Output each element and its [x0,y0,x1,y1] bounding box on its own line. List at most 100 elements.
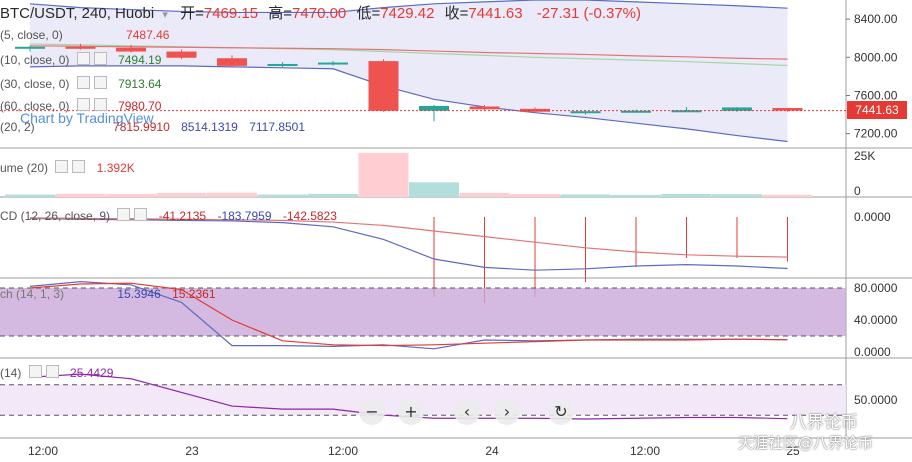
settings-icon[interactable] [117,208,131,221]
price-tick-label: 8000.00 [854,50,898,64]
bb-mid: 7815.9910 [113,120,170,134]
candle-body [570,111,601,114]
zoom-out-button[interactable]: − [359,399,385,425]
bb-label: (20, 2) [0,120,35,134]
time-axis-label: 12:00 [28,444,58,458]
stoch-band-fill [0,288,846,336]
scroll-forward-button[interactable]: › [494,399,520,425]
macd-line [29,217,788,271]
ma60-line [29,45,788,60]
close-icon[interactable] [45,365,59,378]
volume-bar [409,182,459,197]
open-label: 开= [180,5,204,22]
chart-header: BTC/USDT, 240, Huobi ▾ 开=7469.15 高=7470.… [0,2,641,23]
candle-body [267,63,298,66]
ma10-value: 7494.19 [118,53,162,67]
macd-row[interactable]: CD (12, 26, close, 9) -41.2135 -183.7959… [0,208,337,223]
bb-lower: 7117.8501 [249,120,306,134]
rsi-label: (14) [0,366,22,380]
time-axis-label: 25 [786,444,800,458]
settings-icon[interactable] [28,365,42,378]
close-icon[interactable] [93,52,107,65]
macd-label: CD (12, 26, close, 9) [0,209,111,223]
candle-body [621,110,651,113]
volume-tick-label: 25K [854,149,875,163]
candle-body [419,105,449,111]
close-icon[interactable] [134,208,148,221]
low-label: 低= [356,5,381,22]
volume-bar [560,194,611,197]
tradingview-watermark: Chart by TradingView [20,110,154,126]
settings-icon[interactable] [76,98,90,111]
time-axis-label: 12:00 [630,444,660,458]
high-value: 7470.00 [292,5,347,22]
volume-bar [358,152,409,197]
ma60-value: 7980.70 [118,99,162,113]
dropdown-icon[interactable]: ▾ [162,9,168,21]
close-icon[interactable] [72,160,86,173]
candle-body [520,108,550,112]
settings-icon[interactable] [76,52,90,65]
ma60-row[interactable]: (60, close, 0) 7980.70 [0,98,161,113]
stoch-row[interactable]: ch (14, 1, 3) 15.3946 15.2361 [0,287,216,301]
macd-hist: -142.5823 [282,209,337,223]
stoch-k-line [29,280,788,350]
close-label: 收= [444,5,469,22]
volume-row[interactable]: ume (20) 1.392K [0,160,135,175]
ma30-row[interactable]: (30, close, 0) 7913.64 [0,76,161,91]
candle-body [772,107,803,111]
scroll-back-button[interactable]: ‹ [454,399,480,425]
open-value: 7469.15 [203,5,259,22]
stoch-k: 15.3946 [117,287,161,301]
time-axis-label: 23 [185,444,199,458]
volume-bar [257,194,308,197]
ma5-label: (5, close, 0) [0,28,63,42]
candle-body [469,106,500,110]
volume-bar [55,193,106,197]
reset-chart-button[interactable]: ↻ [548,399,574,425]
ma60-label: (60, close, 0) [0,99,70,113]
volume-bar [308,193,358,197]
candle-body [65,46,96,49]
bb-upper-line [29,0,788,14]
candle-body [722,107,752,111]
volume-bar [207,192,257,197]
time-axis-label: 12:00 [328,444,358,458]
bollinger-band-fill [30,0,788,142]
rsi-row[interactable]: (14) 25.4429 [0,365,113,380]
branding-logo-text: 八界论币 [790,413,858,433]
branding-handle: 天涯社区@八界论币 [738,434,874,452]
volume-bar [661,193,712,197]
candle-body [166,51,197,58]
price-tick-label: 8400.00 [854,12,898,26]
close-icon[interactable] [93,76,107,89]
settings-icon[interactable] [76,76,90,89]
bb-lower-line [29,65,788,143]
high-label: 高= [268,5,293,22]
macd-signal: -183.7959 [217,209,272,223]
ma5-row[interactable]: (5, close, 0) 7487.46 [0,28,169,42]
volume-label: ume (20) [0,161,49,175]
price-tick-label: 7200.00 [854,127,898,141]
stoch-tick-label: 0.0000 [854,345,891,359]
volume-bar [510,194,560,197]
candle-body [671,110,702,113]
change-value: -27.31 (-0.37%) [536,5,642,22]
volume-bar [459,192,510,197]
bb-row[interactable]: (20, 2) 7815.9910 8514.1319 7117.8501 [0,120,305,134]
ma30-line [29,43,788,67]
volume-tick-label: 0 [854,184,861,198]
stoch-d-line [29,282,788,347]
macd-value: -41.2135 [158,209,207,223]
ma10-row[interactable]: (10, close, 0) 7494.19 [0,52,161,67]
last-price-tag: 7441.63 [847,101,907,119]
close-value: 7441.63 [468,5,523,22]
volume-bar [5,194,55,197]
settings-icon[interactable] [55,160,69,173]
bb-upper: 8514.1319 [181,120,238,134]
zoom-in-button[interactable]: + [398,399,424,425]
volume-bar [611,194,661,197]
time-axis-label: 24 [485,444,499,458]
stoch-tick-label: 40.0000 [854,313,898,327]
